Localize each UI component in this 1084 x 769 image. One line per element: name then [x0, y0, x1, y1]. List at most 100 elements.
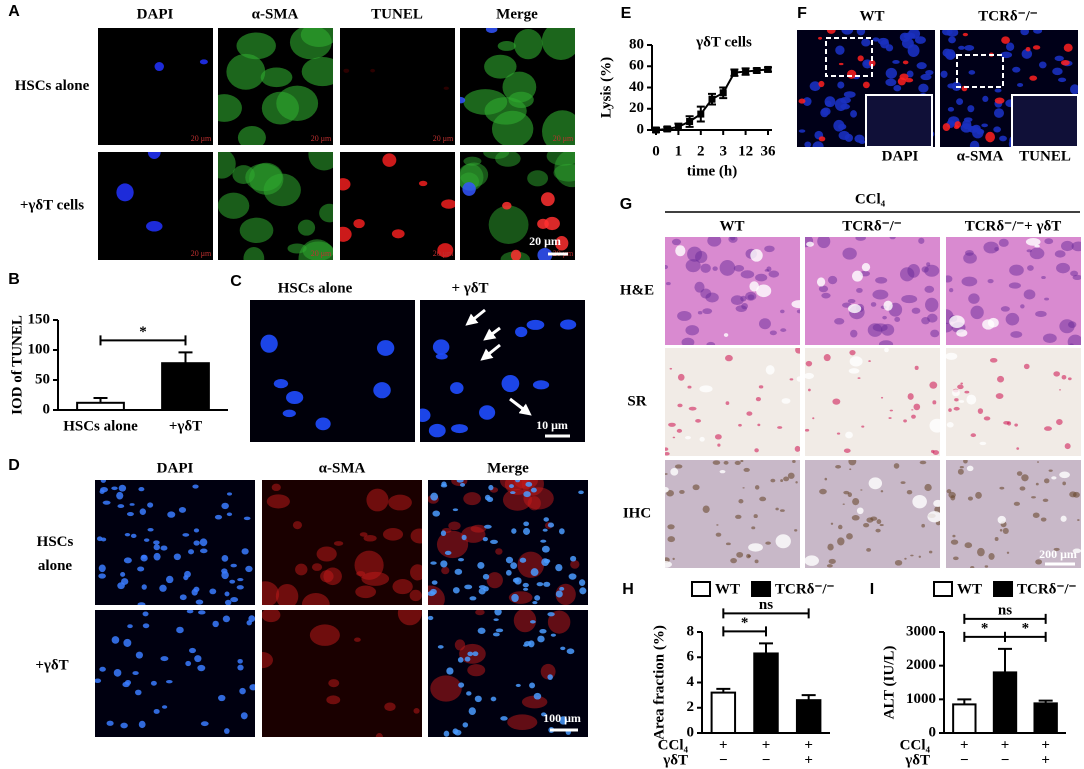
blob	[920, 73, 932, 81]
blob	[430, 588, 437, 595]
blob	[830, 522, 834, 525]
legend-text: TCRδ⁻/⁻	[775, 581, 835, 597]
x-tick-label: 1	[675, 143, 683, 159]
blob	[302, 241, 333, 260]
scale-label-small: 20 μm	[433, 134, 454, 143]
blob	[1067, 334, 1081, 345]
error-bar	[801, 694, 816, 707]
blob	[848, 460, 857, 466]
blob	[1035, 310, 1047, 318]
blob	[262, 652, 273, 669]
blob	[452, 728, 459, 735]
blob	[188, 549, 195, 555]
blob	[221, 554, 229, 562]
blob	[838, 130, 850, 141]
y-tick-label: 2	[687, 699, 695, 715]
blob	[484, 494, 491, 501]
blob	[764, 245, 775, 253]
micrograph	[946, 237, 1081, 345]
blob	[111, 486, 118, 491]
image-content	[665, 237, 800, 345]
blob	[697, 311, 703, 315]
data-point	[719, 89, 727, 97]
blob	[484, 524, 492, 529]
panel-label: H	[622, 581, 634, 598]
blob	[472, 651, 479, 657]
blob	[99, 666, 106, 672]
blob	[925, 69, 934, 76]
image-bg	[665, 348, 800, 456]
blob	[354, 550, 384, 580]
blob	[740, 270, 755, 279]
bar	[795, 699, 822, 734]
micrograph	[420, 300, 585, 442]
image-content	[343, 68, 449, 90]
blob	[529, 682, 536, 689]
image-content	[460, 28, 575, 145]
blob	[818, 80, 825, 88]
blob	[757, 423, 761, 427]
blob	[532, 380, 550, 390]
y-tick-label: 50	[35, 371, 50, 387]
blob	[827, 275, 838, 285]
blob	[918, 555, 922, 558]
blob	[821, 292, 831, 299]
blob	[780, 309, 785, 314]
blob	[880, 39, 890, 49]
blob	[328, 679, 340, 688]
significance-bracket	[722, 608, 810, 619]
blob	[523, 491, 531, 498]
blob	[525, 481, 533, 487]
blob	[789, 378, 794, 381]
blob	[754, 448, 759, 453]
blob	[544, 216, 560, 231]
blob	[963, 252, 977, 264]
blob	[837, 537, 845, 546]
blob	[536, 582, 544, 587]
blob	[578, 579, 586, 586]
blob	[702, 308, 713, 315]
blob	[706, 341, 716, 345]
blob	[542, 528, 548, 532]
column-header: TUNEL	[371, 6, 423, 22]
blob	[436, 530, 469, 559]
blob	[262, 610, 281, 623]
data-point	[686, 118, 694, 125]
blob	[893, 84, 902, 92]
blob	[218, 152, 236, 179]
scale-label-small: 20 μm	[553, 134, 574, 143]
blob	[835, 464, 842, 469]
blob	[964, 390, 970, 394]
micrograph	[665, 237, 800, 345]
blob	[999, 528, 1003, 532]
blob	[756, 284, 772, 298]
blob	[467, 651, 474, 657]
data-point	[663, 125, 671, 133]
blob	[194, 655, 202, 663]
blob	[918, 83, 929, 93]
blob	[511, 593, 519, 603]
blob	[495, 628, 504, 633]
blob	[804, 141, 812, 147]
blob	[997, 515, 1006, 524]
blob	[985, 131, 995, 143]
blob	[949, 288, 954, 293]
blob	[953, 125, 960, 130]
blob	[736, 551, 744, 558]
blob	[849, 468, 852, 471]
blob	[1044, 426, 1052, 431]
blob	[725, 354, 733, 362]
blob	[523, 587, 529, 591]
blob	[665, 486, 669, 493]
blob	[384, 702, 396, 711]
arrow	[509, 397, 532, 416]
blob	[995, 393, 1004, 399]
blob	[876, 519, 882, 525]
blob	[142, 623, 150, 629]
blob	[146, 220, 163, 232]
blob	[918, 237, 925, 244]
significance-bracket	[1004, 631, 1047, 642]
blob	[702, 505, 710, 514]
blob	[1008, 282, 1021, 289]
blob	[391, 229, 405, 239]
